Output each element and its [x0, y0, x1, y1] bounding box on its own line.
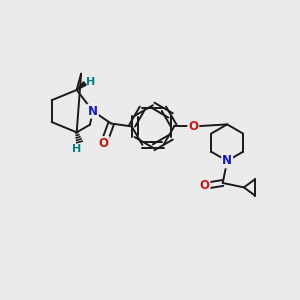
Text: H: H: [72, 144, 81, 154]
Text: O: O: [200, 179, 209, 192]
Text: O: O: [188, 120, 198, 133]
Text: N: N: [222, 154, 232, 167]
Text: N: N: [88, 105, 98, 118]
Text: O: O: [99, 137, 109, 150]
Polygon shape: [77, 82, 86, 90]
Text: H: H: [85, 77, 95, 87]
